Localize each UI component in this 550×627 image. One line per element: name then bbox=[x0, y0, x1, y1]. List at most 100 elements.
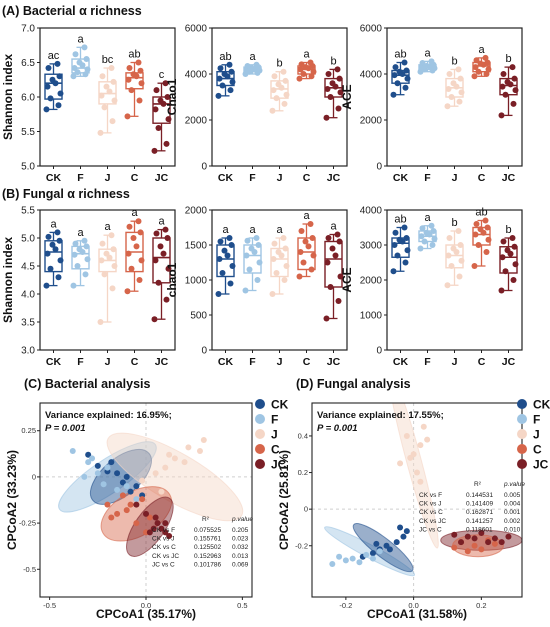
data-point-ck bbox=[54, 60, 61, 67]
point-j bbox=[420, 423, 427, 430]
data-point-ck bbox=[49, 241, 56, 248]
data-point-ck bbox=[57, 90, 64, 97]
data-point-c bbox=[130, 235, 137, 241]
x-tick-label: -0.2 bbox=[339, 601, 352, 610]
data-point-c bbox=[138, 257, 145, 264]
point-jc bbox=[498, 539, 505, 546]
point-f bbox=[336, 553, 343, 560]
data-point-jc bbox=[511, 75, 518, 82]
data-point-ck bbox=[55, 102, 62, 109]
data-point-j bbox=[445, 85, 452, 92]
x-tick-label-jc: JC bbox=[327, 356, 341, 368]
data-point-j bbox=[444, 103, 451, 110]
data-point-f bbox=[423, 229, 430, 236]
significance-letter: a bbox=[104, 221, 111, 233]
significance-letter: b bbox=[505, 224, 511, 236]
box-ck bbox=[216, 244, 235, 278]
data-point-j bbox=[101, 104, 108, 111]
significance-letter: b bbox=[505, 53, 511, 65]
significance-letter: bc bbox=[102, 54, 114, 66]
data-point-c bbox=[126, 223, 133, 230]
point-jc bbox=[162, 529, 169, 536]
point-jc bbox=[150, 525, 157, 532]
data-point-ck bbox=[404, 75, 411, 82]
data-point-f bbox=[243, 252, 250, 259]
data-point-ck bbox=[403, 67, 410, 74]
point-jc bbox=[143, 510, 149, 517]
data-point-ck bbox=[216, 75, 223, 82]
stats-pvalue: 0.023 bbox=[232, 536, 249, 543]
y-axis-label: CPCoA2 (33.23%) bbox=[5, 450, 19, 550]
boxplot-panel-B-2: 0 500 1000 1500 2000 chao1 CK a Fa Ja Ca JC a bbox=[165, 206, 348, 368]
data-point-ck bbox=[45, 233, 52, 240]
point-c bbox=[104, 501, 111, 508]
data-point-j bbox=[458, 257, 465, 264]
significance-letter: a bbox=[222, 224, 229, 236]
point-f bbox=[85, 459, 92, 466]
data-point-c bbox=[135, 218, 142, 225]
point-c bbox=[114, 510, 121, 517]
x-tick-label-f: F bbox=[424, 172, 431, 184]
data-point-ck bbox=[229, 79, 236, 86]
data-point-f bbox=[419, 59, 426, 66]
data-point-c bbox=[483, 71, 490, 77]
stats-r2: 0.162871 bbox=[466, 509, 493, 516]
point-f bbox=[133, 496, 140, 503]
point-ck bbox=[393, 539, 400, 546]
data-point-c bbox=[477, 60, 484, 67]
data-point-c bbox=[305, 243, 312, 250]
legend-label-j: J bbox=[533, 428, 540, 442]
data-point-j bbox=[98, 257, 105, 264]
data-point-j bbox=[111, 97, 118, 104]
data-point-jc bbox=[157, 243, 164, 250]
data-point-jc bbox=[502, 268, 509, 275]
data-point-ck bbox=[44, 250, 51, 257]
data-point-f bbox=[255, 242, 262, 248]
stats-comparison: JC vs C bbox=[152, 561, 175, 568]
point-f bbox=[100, 481, 107, 488]
data-point-c bbox=[477, 226, 484, 233]
data-point-c bbox=[138, 80, 145, 87]
data-point-f bbox=[418, 233, 425, 240]
significance-letter: a bbox=[77, 227, 84, 239]
data-point-jc bbox=[324, 85, 331, 92]
data-point-ck bbox=[391, 72, 398, 79]
point-jc bbox=[146, 529, 153, 536]
significance-letter: b bbox=[276, 58, 282, 70]
data-point-f bbox=[244, 237, 251, 244]
data-point-ck bbox=[396, 68, 403, 75]
data-point-ck bbox=[226, 61, 233, 68]
data-point-jc bbox=[509, 235, 516, 241]
data-point-jc bbox=[163, 296, 170, 303]
legend-label-ck: CK bbox=[533, 398, 550, 412]
legend-label-j: J bbox=[271, 428, 278, 442]
y-tick-label: 500 bbox=[190, 311, 207, 322]
data-point-j bbox=[270, 256, 277, 262]
data-point-j bbox=[97, 319, 104, 325]
cpcoa-panel-C: (C) Bacterial analysis -0.5 0.0 0.5 -0.5 -0.2… bbox=[5, 377, 289, 621]
stats-pvalue: 0.032 bbox=[232, 544, 249, 551]
significance-letter: ac bbox=[48, 50, 60, 62]
data-point-ck bbox=[47, 265, 54, 272]
data-point-c bbox=[472, 64, 479, 71]
data-point-ck bbox=[402, 259, 409, 266]
point-j bbox=[185, 444, 192, 451]
legend-label-jc: JC bbox=[533, 458, 549, 472]
point-j bbox=[403, 432, 410, 439]
significance-letter: a bbox=[330, 221, 337, 233]
data-point-ck bbox=[227, 280, 234, 287]
x-tick-label-jc: JC bbox=[502, 356, 516, 368]
data-point-c bbox=[302, 238, 309, 245]
point-jc bbox=[505, 533, 512, 540]
point-j bbox=[200, 436, 207, 443]
point-f bbox=[369, 555, 376, 562]
x-tick-label-jc: JC bbox=[327, 172, 341, 184]
data-point-jc bbox=[323, 114, 330, 121]
data-point-jc bbox=[162, 226, 169, 233]
data-point-jc bbox=[163, 140, 170, 147]
data-point-c bbox=[485, 236, 492, 243]
data-point-j bbox=[446, 235, 453, 241]
y-tick-label: 2000 bbox=[185, 206, 208, 217]
data-point-f bbox=[421, 238, 428, 245]
data-point-f bbox=[244, 62, 251, 69]
